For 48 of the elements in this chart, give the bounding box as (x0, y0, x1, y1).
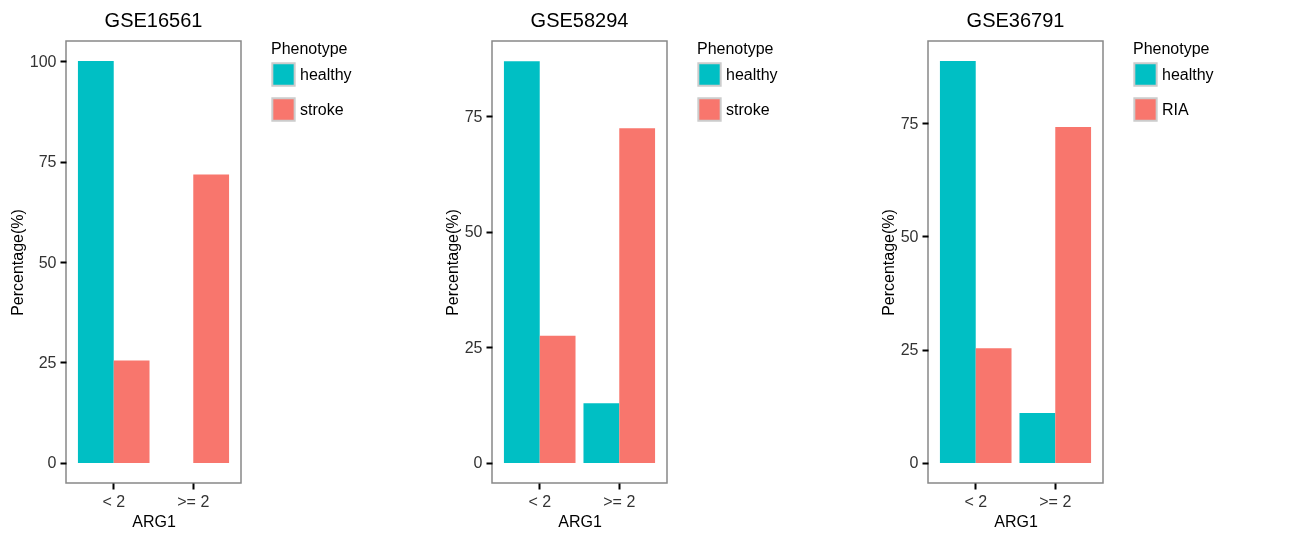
legend-label: healthy (1161, 65, 1214, 83)
bar (77, 61, 114, 463)
bar (193, 174, 230, 463)
y-tick-label: 0 (473, 454, 483, 472)
legend-label: stroke (726, 100, 770, 118)
x-tick-label: < 2 (528, 492, 552, 510)
y-tick-label: 100 (29, 52, 57, 70)
x-tick-label: >= 2 (1038, 492, 1072, 510)
y-tick-label: 50 (38, 253, 57, 271)
chart-title: GSE36791 (966, 9, 1065, 31)
bar (1019, 413, 1055, 463)
bar (939, 60, 976, 463)
y-tick-label: 0 (47, 454, 57, 472)
y-tick-label: 75 (38, 153, 57, 171)
y-axis-title: Percentage(%) (444, 209, 462, 316)
y-tick-label: 75 (900, 114, 919, 132)
legend-label: healthy (726, 65, 778, 83)
y-tick-label: 25 (900, 341, 919, 359)
bar (113, 360, 150, 463)
chart-title: GSE58294 (530, 9, 629, 31)
legend-label: healthy (300, 65, 352, 83)
y-tick-label: 75 (465, 107, 483, 125)
y-tick-label: 50 (465, 223, 483, 241)
x-tick-label: >= 2 (177, 492, 210, 510)
y-axis-title: Percentage(%) (879, 209, 897, 316)
y-tick-label: 0 (909, 454, 919, 472)
legend-label: RIA (1161, 100, 1189, 118)
legend-title: Phenotype (1132, 40, 1210, 57)
x-tick-label: >= 2 (603, 492, 636, 510)
bar (540, 335, 576, 463)
x-tick-label: < 2 (102, 492, 126, 510)
x-tick-label: < 2 (964, 492, 987, 510)
bar (583, 403, 620, 463)
y-tick-label: 25 (38, 353, 57, 371)
x-axis-title: ARG1 (993, 512, 1038, 530)
y-tick-label: 25 (465, 338, 483, 356)
bar (975, 348, 1012, 463)
legend-title: Phenotype (697, 40, 774, 57)
x-axis-title: ARG1 (132, 512, 176, 530)
chart-title: GSE16561 (104, 9, 203, 31)
legend-label: stroke (300, 100, 344, 118)
y-tick-label: 50 (900, 227, 919, 245)
y-axis-title: Percentage(%) (8, 209, 26, 316)
x-axis-title: ARG1 (558, 512, 603, 530)
bar (1054, 127, 1091, 463)
bar (619, 128, 656, 463)
legend-title: Phenotype (271, 40, 348, 57)
bar (504, 61, 541, 463)
